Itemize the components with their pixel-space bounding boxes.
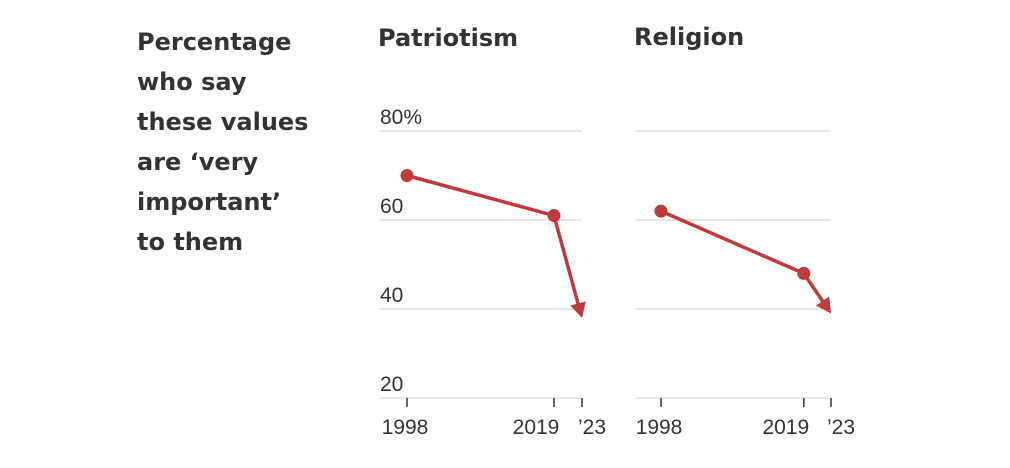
y-tick-label: 40 xyxy=(380,284,403,307)
chart-panel-2: Religion 1998 2019 ’23 xyxy=(634,23,855,439)
panel-title: Religion xyxy=(634,23,744,51)
x-tick-label: ’23 xyxy=(827,416,855,439)
series-line xyxy=(659,209,825,303)
x-tick-label: ’23 xyxy=(578,416,606,439)
data-point xyxy=(797,266,811,280)
trend-arrowhead xyxy=(570,301,586,318)
data-point xyxy=(547,209,561,223)
headline-line: are ‘very xyxy=(137,148,259,176)
chart-panel-1: Patriotism 80% 60 40 20 1998 2019 ’23 xyxy=(378,24,606,439)
series-line xyxy=(405,173,580,306)
trend-arrowhead xyxy=(815,296,831,314)
headline-line: Percentage xyxy=(137,28,292,56)
x-tick-label: 1998 xyxy=(382,416,429,439)
data-point xyxy=(654,204,668,218)
y-tick-label: 80% xyxy=(380,106,422,129)
x-tick-label: 1998 xyxy=(636,416,683,439)
headline-line: who say xyxy=(137,68,247,96)
x-tick-label: 2019 xyxy=(513,416,560,439)
headline-line: important’ xyxy=(137,188,282,216)
headline-line: these values xyxy=(137,108,309,136)
y-tick-label: 20 xyxy=(380,373,403,396)
panel-title: Patriotism xyxy=(378,24,518,52)
headline-line: to them xyxy=(137,228,244,256)
data-point xyxy=(400,169,414,182)
y-tick-label: 60 xyxy=(380,195,403,218)
x-tick-label: 2019 xyxy=(762,416,809,439)
chart-headline: Percentage who say these values are ‘ver… xyxy=(137,22,327,262)
